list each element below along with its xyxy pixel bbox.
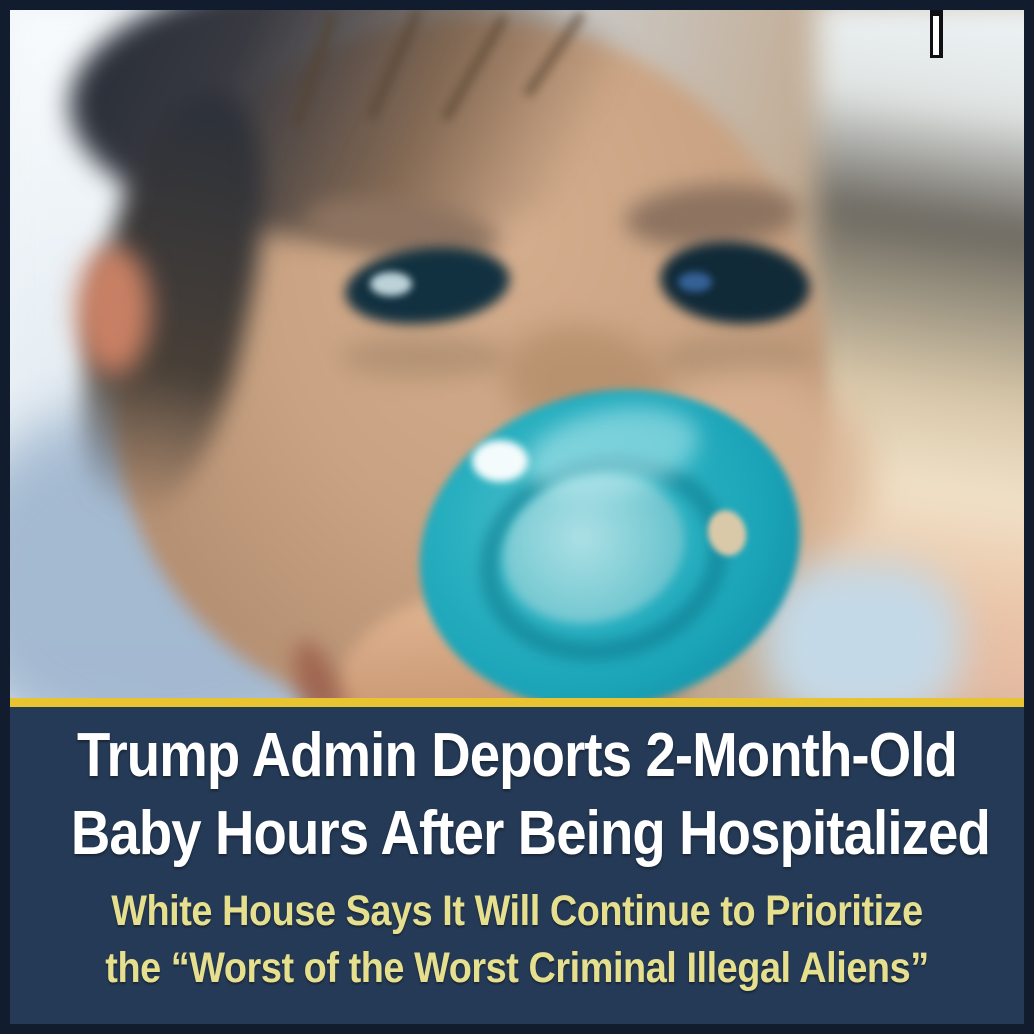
gold-divider <box>10 698 1024 707</box>
subheadline-line-1: White House Says It Will Continue to Pri… <box>111 887 923 935</box>
headline-line-2: Baby Hours After Being Hospitalized <box>70 799 991 868</box>
eye-glint <box>678 272 712 292</box>
bar-chart-icon <box>930 10 1016 58</box>
pacifier-highlight <box>472 440 528 482</box>
headline-line-1: Trump Admin Deports 2-Month-Old <box>77 721 958 790</box>
clothing-blur <box>762 562 962 698</box>
logo-bar-outline <box>930 13 942 58</box>
headline: Trump Admin Deports 2-Month-Old Baby Hou… <box>10 707 1024 873</box>
subheadline-line-2: the “Worst of the Worst Criminal Illegal… <box>105 944 929 992</box>
baby-ear <box>76 245 151 375</box>
subheadline: White House Says It Will Continue to Pri… <box>10 883 1024 997</box>
under-eye-shadow <box>340 336 510 378</box>
baby-photo <box>10 10 1024 698</box>
eye-glint <box>370 272 412 296</box>
caption-banner: Trump Admin Deports 2-Month-Old Baby Hou… <box>10 707 1024 1024</box>
